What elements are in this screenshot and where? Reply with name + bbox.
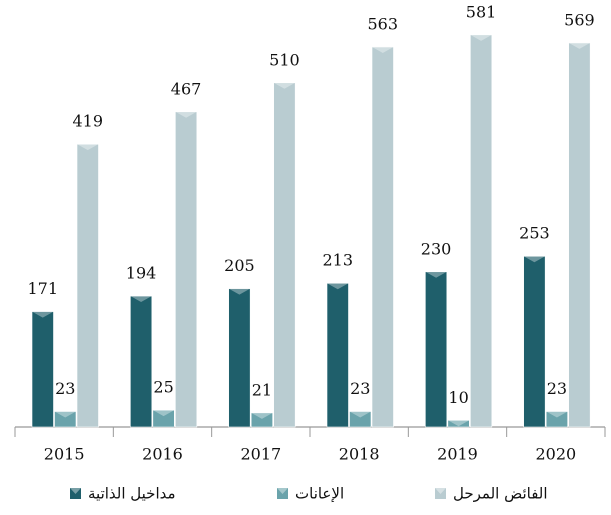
bar-cap (175, 111, 197, 118)
bar (152, 409, 175, 428)
legend-marker (277, 488, 288, 499)
bar (425, 271, 448, 428)
bar (523, 255, 546, 428)
bar-cap (568, 42, 591, 49)
bar (130, 295, 153, 428)
bar-cap (152, 410, 175, 417)
bar (175, 111, 198, 428)
x-tick-label: 2020 (535, 445, 576, 464)
data-label: 230 (421, 239, 452, 258)
data-label: 171 (27, 279, 58, 298)
bar (371, 46, 394, 428)
data-label: 581 (466, 2, 497, 21)
bar-cap (228, 288, 251, 295)
legend-label: الإعانات (295, 485, 344, 503)
bar (326, 282, 349, 428)
bar-cap (447, 420, 470, 427)
data-label: 510 (269, 50, 300, 69)
bar (273, 82, 296, 428)
bar (250, 412, 273, 428)
bar-cap (523, 256, 546, 263)
data-label: 194 (126, 264, 157, 283)
data-label: 419 (72, 112, 103, 131)
data-label: 563 (367, 14, 398, 33)
data-label: 23 (350, 379, 370, 398)
bar-cap (546, 411, 568, 418)
legend-label: الفائض المرحل (453, 485, 548, 503)
x-tick-label: 2016 (142, 445, 183, 464)
legend-marker-cap (435, 488, 446, 494)
bar-cap (130, 296, 152, 303)
bar-cap (425, 271, 447, 278)
bar-cap (77, 144, 99, 151)
legend-marker-cap (70, 488, 81, 494)
bar (54, 411, 77, 428)
data-label: 25 (153, 378, 173, 397)
data-label: 205 (224, 256, 255, 275)
legend-marker (435, 488, 446, 499)
bar (545, 411, 568, 428)
data-label: 213 (322, 251, 353, 270)
legend-label: مداخيل الذاتية (88, 485, 176, 503)
bar-cap (32, 311, 54, 318)
legend-marker-cap (277, 488, 288, 494)
bar (447, 419, 470, 428)
data-label: 569 (564, 10, 595, 29)
bar (349, 411, 372, 428)
data-label: 467 (171, 79, 202, 98)
data-label: 23 (55, 379, 75, 398)
bar (31, 311, 54, 428)
bar-cap (372, 46, 394, 53)
bar (228, 288, 251, 428)
bar-cap (349, 411, 371, 418)
bar-cap (54, 411, 76, 418)
bar (76, 143, 99, 428)
data-label: 10 (448, 388, 468, 407)
legend-marker (70, 488, 81, 499)
bar (470, 34, 493, 428)
x-tick-label: 2015 (44, 445, 85, 464)
bar (568, 42, 591, 428)
x-tick-label: 2017 (240, 445, 281, 464)
data-label: 253 (519, 224, 550, 243)
x-tick-label: 2018 (339, 445, 380, 464)
bar-cap (327, 283, 349, 290)
data-label: 23 (547, 379, 567, 398)
x-tick-label: 2019 (437, 445, 478, 464)
bar-cap (470, 34, 492, 41)
bar-cap (273, 82, 296, 89)
bar-cap (251, 412, 273, 419)
data-label: 21 (252, 380, 272, 399)
